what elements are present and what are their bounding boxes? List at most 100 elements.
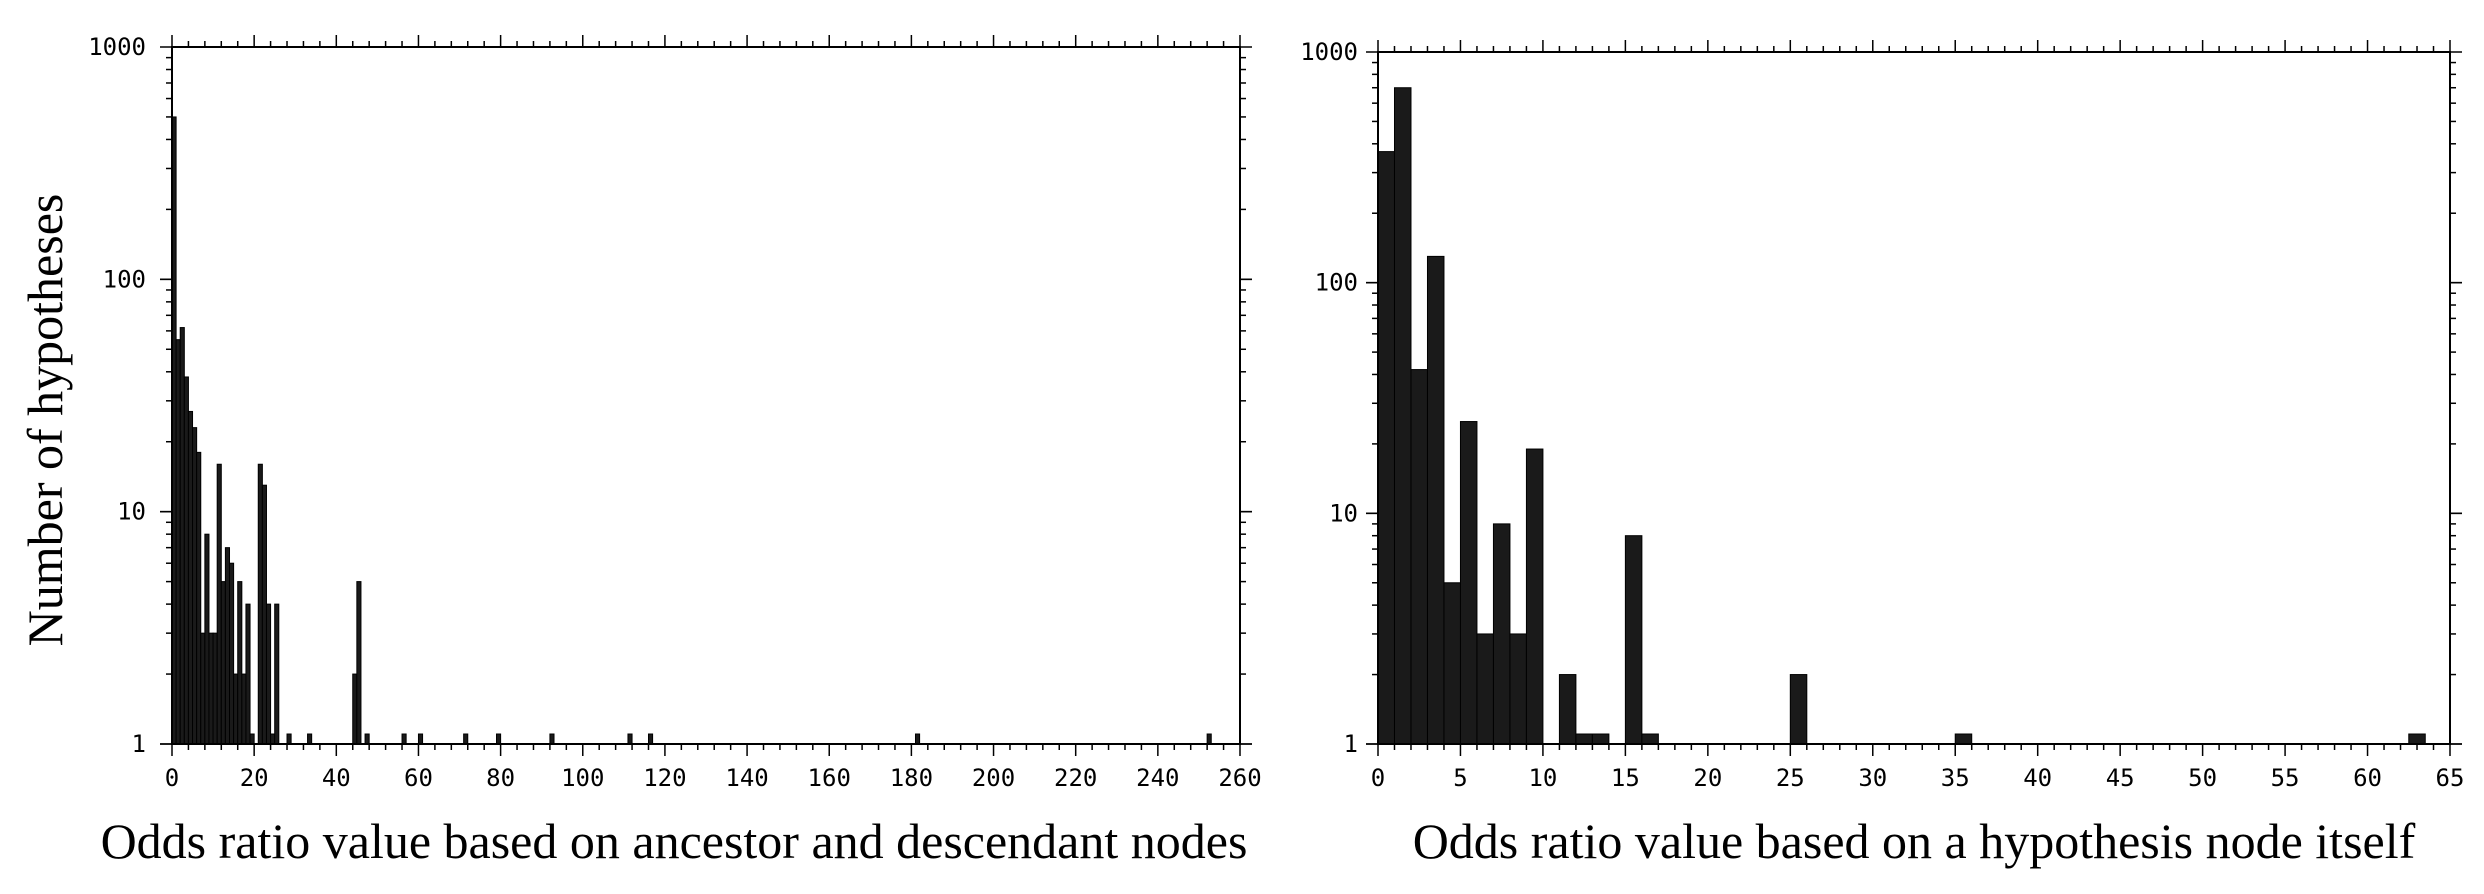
x-tick-label: 35 xyxy=(1941,764,1970,792)
x-tick-label: 15 xyxy=(1611,764,1640,792)
bar xyxy=(179,327,185,745)
bar xyxy=(1459,421,1478,745)
x-tick-label: 30 xyxy=(1858,764,1887,792)
x-tick-label: 140 xyxy=(725,764,768,792)
bar xyxy=(1575,733,1593,745)
y-tick-label: 1 xyxy=(132,730,146,758)
x-tick-label: 0 xyxy=(1371,764,1385,792)
y-tick-label: 1000 xyxy=(88,33,146,61)
bar xyxy=(1443,582,1461,745)
bar xyxy=(1206,733,1212,745)
bar xyxy=(1426,255,1445,745)
bar xyxy=(220,581,226,745)
x-tick-label: 10 xyxy=(1528,764,1557,792)
bar xyxy=(914,733,921,745)
bar xyxy=(245,603,251,745)
y-axis-title: Number of hypotheses xyxy=(17,194,73,647)
bar xyxy=(200,632,206,745)
x-tick-label: 240 xyxy=(1136,764,1179,792)
bar xyxy=(237,581,243,745)
axis-ticks: 0 5 10 15 20 25 30 35 40 45 50 55 60 65 1 10 100 1000 xyxy=(1300,38,2464,792)
bar xyxy=(401,733,407,745)
x-tick-label: 50 xyxy=(2188,764,2217,792)
bar xyxy=(274,603,280,745)
bar xyxy=(417,733,424,745)
bar xyxy=(216,463,222,745)
x-tick-label: 60 xyxy=(2353,764,2382,792)
x-tick-label: 60 xyxy=(404,764,433,792)
bar xyxy=(549,733,555,745)
x-tick-label: 80 xyxy=(486,764,515,792)
bar xyxy=(261,484,267,745)
axis-ticks: 0 20 40 60 80 100 120 140 160 180 200 220 240 260 1 10 1… xyxy=(88,33,1261,792)
bar xyxy=(183,376,189,745)
bar xyxy=(1393,87,1412,745)
bar xyxy=(1789,674,1808,745)
bar xyxy=(1492,523,1511,745)
bar xyxy=(2408,733,2426,745)
plot-frame xyxy=(171,46,1241,745)
x-tick-label: 220 xyxy=(1054,764,1097,792)
y-tick-label: 10 xyxy=(1329,499,1358,527)
bar xyxy=(627,733,633,745)
bar xyxy=(1641,733,1659,745)
x-tick-label: 65 xyxy=(2436,764,2465,792)
bar xyxy=(212,632,218,745)
bar xyxy=(257,463,263,745)
x-tick-label: 120 xyxy=(643,764,686,792)
bar xyxy=(286,733,292,745)
bar xyxy=(241,673,247,745)
x-tick-label: 55 xyxy=(2271,764,2300,792)
bar xyxy=(352,673,358,745)
bar xyxy=(1525,448,1544,745)
x-tick-label: 40 xyxy=(2023,764,2052,792)
bar xyxy=(1410,369,1428,745)
bars-group xyxy=(171,116,1212,745)
x-tick-label: 100 xyxy=(561,764,604,792)
y-tick-label: 100 xyxy=(1315,269,1358,297)
bar xyxy=(647,733,654,745)
x-tick-label: 5 xyxy=(1453,764,1467,792)
bar xyxy=(356,581,362,745)
bar xyxy=(1558,674,1577,745)
x-tick-label: 40 xyxy=(322,764,351,792)
bar xyxy=(208,632,214,745)
bar xyxy=(249,733,255,745)
x-tick-label: 45 xyxy=(2106,764,2135,792)
y-tick-label: 1000 xyxy=(1300,38,1358,66)
x-tick-label: 200 xyxy=(972,764,1015,792)
plot-frame xyxy=(1377,51,2451,745)
bar xyxy=(463,733,469,745)
histogram-ancestor-descendant: 0 20 40 60 80 100 120 140 160 180 200 220 240 260 1 10 1… xyxy=(17,33,1262,869)
x-axis-title: Odds ratio value based on a hypothesis n… xyxy=(1413,813,2416,869)
x-tick-label: 180 xyxy=(890,764,933,792)
bar xyxy=(224,547,231,745)
bars-group xyxy=(1377,87,2426,745)
x-axis-title: Odds ratio value based on ancestor and d… xyxy=(101,813,1248,869)
x-tick-label: 160 xyxy=(808,764,851,792)
y-tick-label: 10 xyxy=(117,498,146,526)
bar xyxy=(1624,535,1643,745)
bar xyxy=(265,603,272,745)
x-tick-label: 20 xyxy=(1693,764,1722,792)
x-tick-label: 0 xyxy=(165,764,179,792)
bar xyxy=(1509,633,1527,745)
bar xyxy=(175,339,181,745)
bar xyxy=(496,733,502,745)
y-tick-label: 100 xyxy=(103,265,146,293)
bar xyxy=(1591,733,1610,745)
bar xyxy=(229,562,235,745)
bar xyxy=(1377,151,1395,745)
x-tick-label: 25 xyxy=(1776,764,1805,792)
bar xyxy=(307,733,313,745)
bar xyxy=(364,733,370,745)
x-tick-label: 260 xyxy=(1218,764,1261,792)
bar xyxy=(196,451,202,745)
bar xyxy=(204,533,210,745)
bar xyxy=(270,733,276,745)
bar xyxy=(233,673,239,745)
y-tick-label: 1 xyxy=(1344,730,1358,758)
histogram-hypothesis-node: 0 5 10 15 20 25 30 35 40 45 50 55 60 65 1 10 100 1000 Odd… xyxy=(1300,38,2464,869)
x-tick-label: 20 xyxy=(240,764,269,792)
